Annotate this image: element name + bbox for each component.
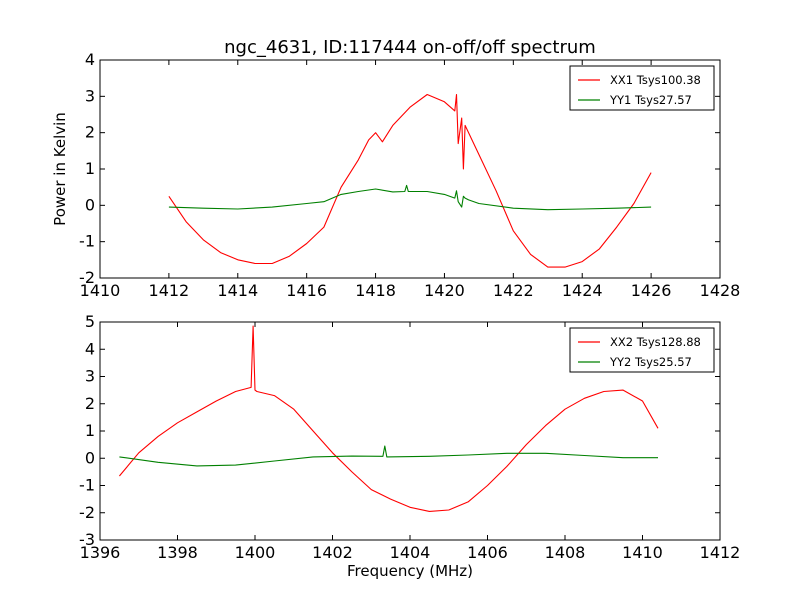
y-tick-label: 4 xyxy=(85,50,95,69)
series-line-xx xyxy=(118,325,659,512)
y-tick-label: 4 xyxy=(85,339,95,358)
series-line-yy xyxy=(119,445,658,467)
y-tick-label: 0 xyxy=(85,195,95,214)
x-tick-label: 1410 xyxy=(622,543,663,562)
x-tick-label: 1420 xyxy=(424,281,465,300)
x-tick-label: 1414 xyxy=(217,281,258,300)
x-tick-label: 1416 xyxy=(286,281,327,300)
y-tick-label: 3 xyxy=(85,86,95,105)
y-tick-label: 0 xyxy=(85,448,95,467)
y-tick-label: -1 xyxy=(79,232,95,251)
legend-entry: YY1 Tsys27.57 xyxy=(609,93,692,107)
legend: XX2 Tsys128.88 YY2 Tsys25.57 xyxy=(569,327,715,373)
legend-entry: XX2 Tsys128.88 xyxy=(610,335,701,349)
subplot-1: 1410 1412 1414 1416 1418 1420 1422 1424 1426 1428… xyxy=(51,37,740,300)
series-line-yy xyxy=(168,184,652,211)
y-tick-label: 1 xyxy=(85,159,95,178)
series-line-xx xyxy=(168,93,652,268)
x-tick-label: 1424 xyxy=(562,281,603,300)
x-tick-label: 1402 xyxy=(312,543,353,562)
subplot-2: 1396 1398 1400 1402 1404 1406 1408 1410 1412-3-2… xyxy=(79,312,740,580)
legend-entry: YY2 Tsys25.57 xyxy=(609,355,692,369)
x-tick-label: 1408 xyxy=(545,543,586,562)
x-tick-label: 1400 xyxy=(235,543,276,562)
legend-box xyxy=(569,65,715,111)
legend-box xyxy=(569,327,715,373)
x-tick-label: 1396 xyxy=(80,543,121,562)
y-tick-label: -3 xyxy=(79,530,95,549)
legend: XX1 Tsys100.38 YY1 Tsys27.57 xyxy=(569,65,715,111)
y-tick-label: 2 xyxy=(85,394,95,413)
x-tick-label: 1410 xyxy=(80,281,121,300)
y-tick-label: -1 xyxy=(79,476,95,495)
y-tick-label: 3 xyxy=(85,367,95,386)
x-axis-label: Frequency (MHz) xyxy=(347,562,473,580)
x-tick-label: 1418 xyxy=(355,281,396,300)
y-tick-label: 5 xyxy=(85,312,95,331)
x-tick-label: 1428 xyxy=(700,281,741,300)
y-axis-label: Power in Kelvin xyxy=(51,112,69,226)
y-tick-label: 1 xyxy=(85,421,95,440)
legend-entry: XX1 Tsys100.38 xyxy=(610,73,701,87)
x-tick-label: 1412 xyxy=(700,543,741,562)
x-tick-label: 1398 xyxy=(157,543,198,562)
x-tick-label: 1426 xyxy=(631,281,672,300)
y-tick-label: -2 xyxy=(79,503,95,522)
x-tick-label: 1406 xyxy=(467,543,508,562)
x-tick-label: 1422 xyxy=(493,281,534,300)
x-tick-label: 1404 xyxy=(390,543,431,562)
chart-title: ngc_4631, ID:117444 on-off/off spectrum xyxy=(224,37,596,58)
y-tick-label: 2 xyxy=(85,123,95,142)
y-tick-label: -2 xyxy=(79,268,95,287)
x-tick-label: 1412 xyxy=(149,281,190,300)
